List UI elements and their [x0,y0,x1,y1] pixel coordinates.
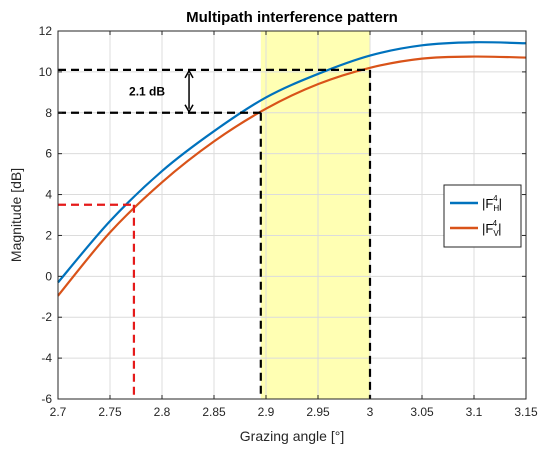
plot-frame [57,30,527,400]
legend: |FH4| |FV4| [443,184,522,248]
x-tick-label: 3.05 [410,405,434,419]
annotation-arrowhead-down [184,104,194,114]
legend-box [443,184,522,248]
y-tick-label: -2 [41,310,52,324]
x-tick-label: 2.75 [98,405,122,419]
x-tick-label: 2.95 [306,405,330,419]
x-tick-label: 2.7 [50,405,67,419]
y-tick-label: -6 [41,392,52,406]
chart-title: Multipath interference pattern [186,9,398,26]
y-tick-label: 2 [45,228,52,242]
legend-entry: |FH4| [482,194,502,213]
highlight-band [260,31,370,399]
y-tick-label: 10 [39,65,53,79]
y-axis-label: Magnitude [dB] [8,168,24,262]
x-axis-label: Grazing angle [°] [240,428,344,444]
y-tick-label: 12 [39,24,53,38]
annotation-arrowhead-up [184,69,194,79]
annotation-label: 2.1 dB [129,84,165,98]
series-layer [57,41,527,297]
axis-layer: 2.7 2.75 2.8 2.85 2.9 2.95 3 3.05 3.1 3.15 -6 -4 -2 0… [39,24,538,419]
x-tick-label: 3.1 [466,405,483,419]
x-tick-label: 2.85 [202,405,226,419]
y-tick-label: 4 [45,188,52,202]
series-line-h [57,41,527,284]
y-tick-label: 6 [45,147,52,161]
x-tick-label: 2.8 [154,405,171,419]
y-tick-label: -4 [41,351,52,365]
x-tick-label: 2.9 [258,405,275,419]
y-tick-label: 8 [45,106,52,120]
series-line-v [57,55,527,297]
annotation-layer: 2.1 dB [129,69,194,114]
reference-lines-layer [58,68,372,399]
x-tick-label: 3.15 [514,405,538,419]
x-tick-label: 3 [367,405,374,419]
highlight-band-layer [260,31,370,399]
y-tick-label: 0 [45,269,52,283]
legend-entry: |FV4| [482,219,502,238]
